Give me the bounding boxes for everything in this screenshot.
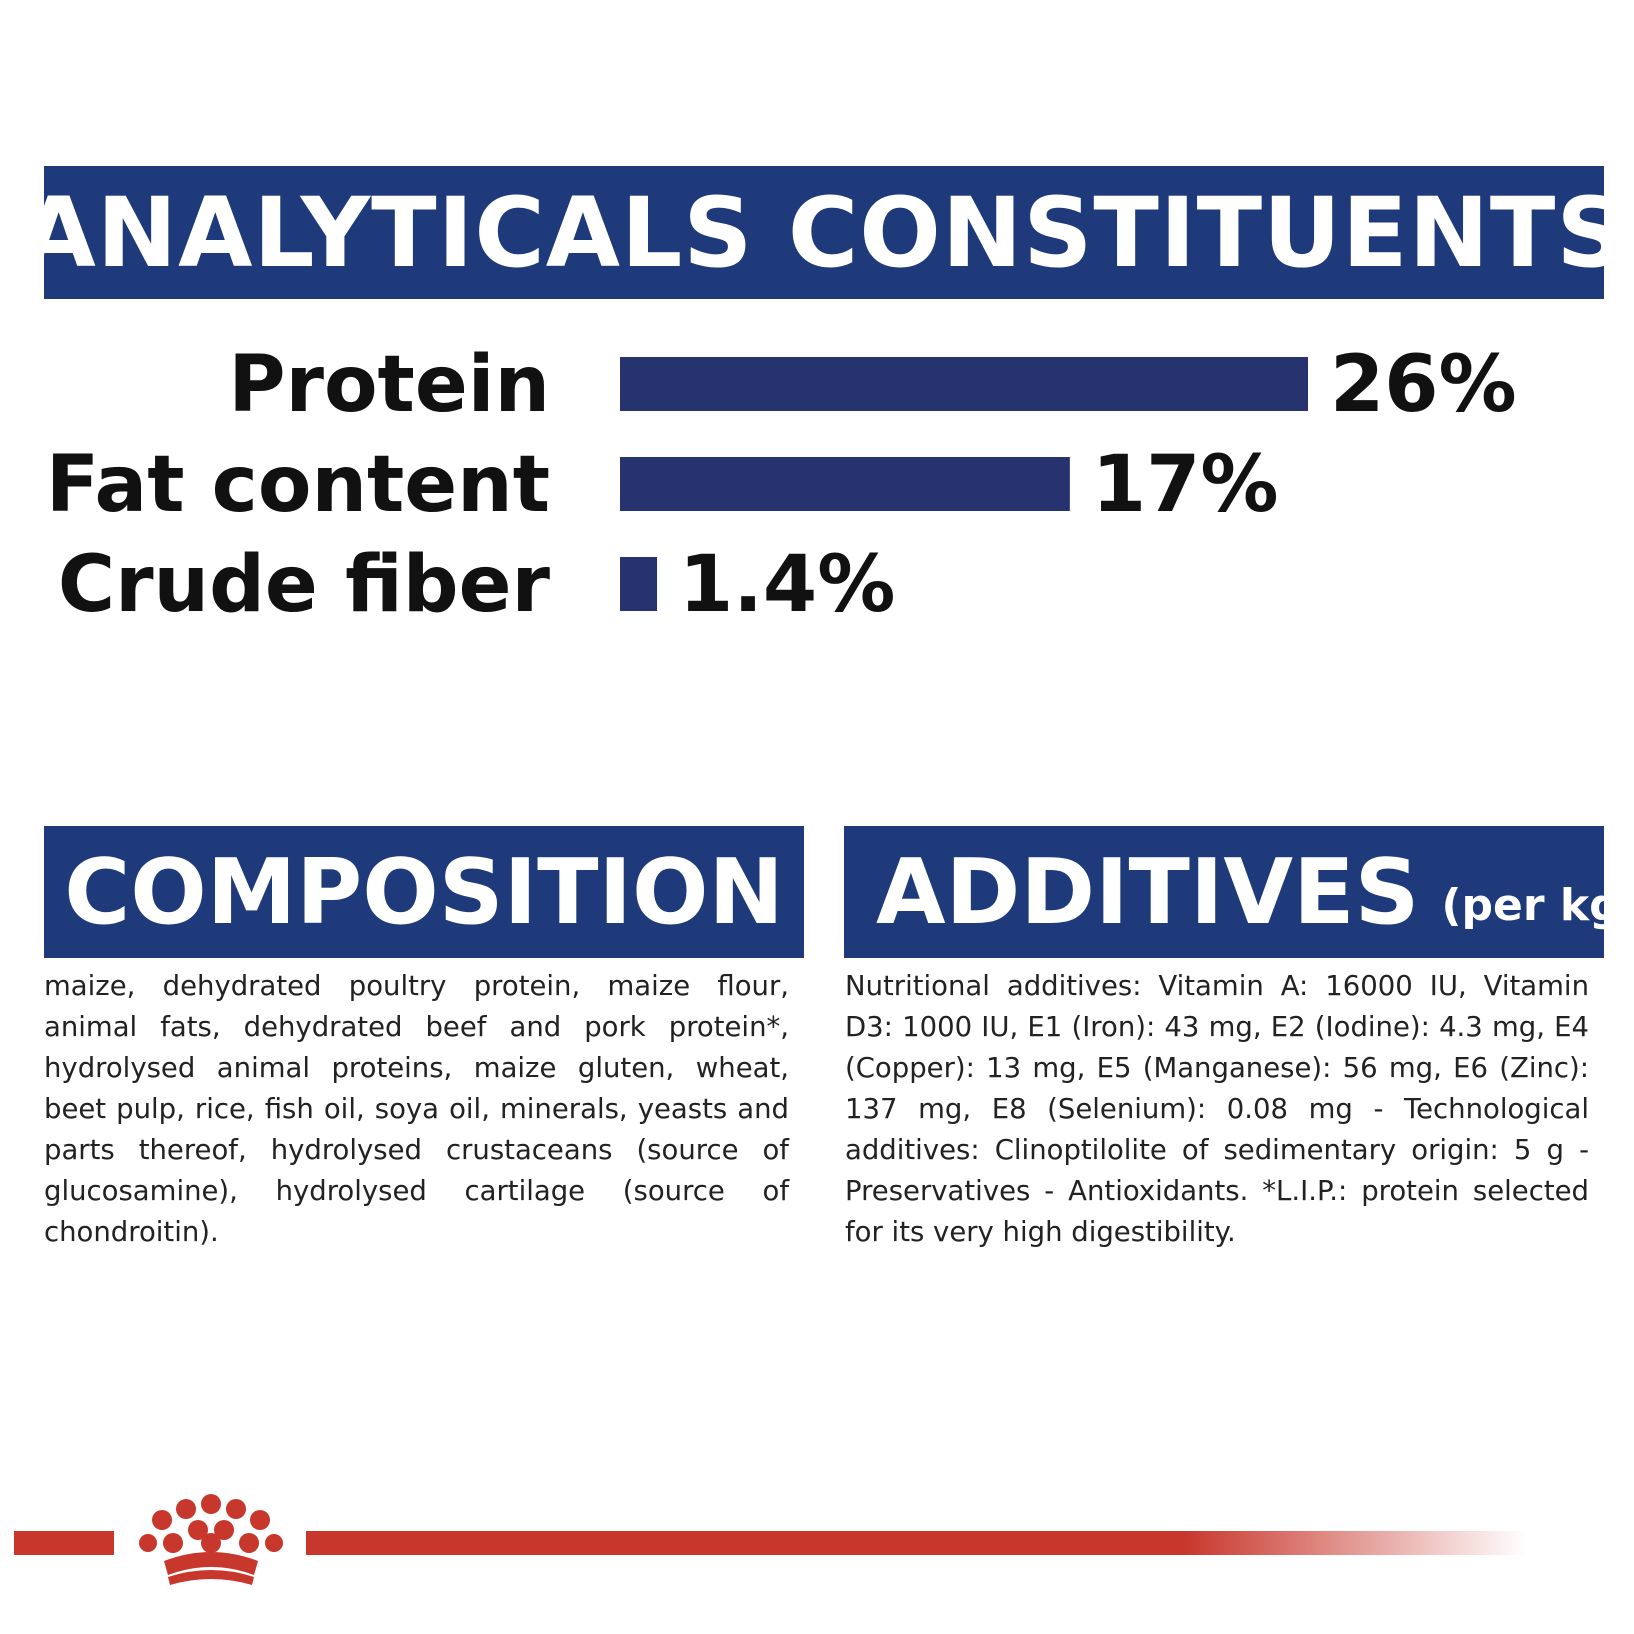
composition-text: maize, dehydrated poultry protein, maize… bbox=[44, 970, 789, 1248]
composition-header: COMPOSITION bbox=[44, 826, 804, 958]
bar-1 bbox=[620, 457, 1070, 511]
additives-title: ADDITIVES bbox=[876, 839, 1420, 945]
value-label-1: 17% bbox=[1092, 440, 1279, 530]
additives-unit: (per kg) bbox=[1441, 879, 1634, 931]
constituents-chart-svg: Protein 26% Fat content 17% Crude fiber 1.4% bbox=[46, 340, 1517, 630]
category-label-0: Protein bbox=[228, 340, 550, 430]
composition-title: COMPOSITION bbox=[64, 839, 784, 945]
constituents-chart: Protein 26% Fat content 17% Crude fiber 1.4% bbox=[0, 330, 1634, 650]
footer-line-right bbox=[306, 1531, 1526, 1555]
analytical-constituents-header: ANALYTICALS CONSTITUENTS bbox=[21, 166, 1626, 299]
crown-logo-icon bbox=[139, 1494, 283, 1585]
bar-0 bbox=[620, 357, 1308, 411]
category-label-2: Crude fiber bbox=[58, 540, 551, 630]
additives-text: Nutritional additives: Vitamin A: 16000 … bbox=[845, 970, 1589, 1248]
bar-2 bbox=[620, 557, 658, 611]
category-label-1: Fat content bbox=[46, 440, 550, 530]
value-label-0: 26% bbox=[1330, 340, 1517, 430]
value-label-2: 1.4% bbox=[679, 540, 895, 630]
footer-line-left bbox=[14, 1531, 114, 1555]
additives-header: ADDITIVES (per kg) bbox=[844, 826, 1634, 958]
footer-brand-strip bbox=[0, 1485, 1634, 1595]
analytical-constituents-title: ANALYTICALS CONSTITUENTS bbox=[21, 176, 1627, 289]
